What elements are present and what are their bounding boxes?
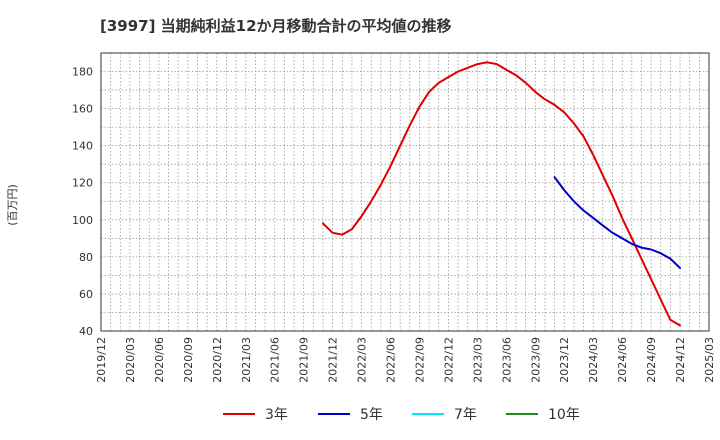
x-tick-label: 2022/06 xyxy=(385,337,398,383)
x-tick-label: 2020/06 xyxy=(153,337,166,383)
x-tick-label: 2020/09 xyxy=(182,337,195,383)
x-tick-label: 2021/03 xyxy=(240,337,253,383)
x-ticks: 2019/12 2020/03 2020/06 2020/09 2020/12 2021/… xyxy=(95,337,716,383)
x-tick-label: 2019/12 xyxy=(95,337,108,383)
legend-label: 10年 xyxy=(548,407,580,423)
y-tick-label: 60 xyxy=(79,288,93,301)
x-tick-label: 2022/03 xyxy=(356,337,369,383)
y-ticks: 40 60 80 100 120 140 160 180 xyxy=(72,66,93,338)
x-tick-label: 2025/03 xyxy=(703,337,716,383)
x-tick-label: 2023/03 xyxy=(471,337,484,383)
legend-label: 5年 xyxy=(360,407,383,423)
legend-label: 3年 xyxy=(265,407,288,423)
series-line-5年 xyxy=(553,176,681,269)
x-tick-label: 2024/12 xyxy=(674,337,687,383)
y-axis-label: (百万円) xyxy=(6,184,19,226)
x-tick-label: 2024/09 xyxy=(645,337,658,383)
x-tick-label: 2023/06 xyxy=(500,337,513,383)
x-tick-label: 2023/09 xyxy=(529,337,542,383)
y-tick-label: 100 xyxy=(72,214,93,227)
series-lines xyxy=(322,61,681,327)
x-tick-label: 2020/03 xyxy=(124,337,137,383)
y-tick-label: 40 xyxy=(79,325,93,338)
y-tick-label: 120 xyxy=(72,177,93,190)
series-line-3年 xyxy=(322,61,681,327)
x-tick-label: 2021/12 xyxy=(327,337,340,383)
x-tick-label: 2020/12 xyxy=(211,337,224,383)
y-tick-label: 160 xyxy=(72,103,93,116)
x-tick-label: 2021/06 xyxy=(269,337,282,383)
legend: 3年 5年 7年 10年 xyxy=(223,407,580,423)
y-tick-label: 80 xyxy=(79,251,93,264)
y-tick-label: 140 xyxy=(72,140,93,153)
x-tick-label: 2023/12 xyxy=(558,337,571,383)
plot-area xyxy=(101,53,709,331)
x-tick-label: 2022/12 xyxy=(442,337,455,383)
y-tick-label: 180 xyxy=(72,66,93,79)
x-tick-label: 2022/09 xyxy=(413,337,426,383)
x-tick-label: 2021/09 xyxy=(298,337,311,383)
plot-border xyxy=(100,52,710,332)
grid xyxy=(101,52,709,332)
legend-label: 7年 xyxy=(454,407,477,423)
x-tick-label: 2024/03 xyxy=(587,337,600,383)
chart-title: [3997] 当期純利益12か月移動合計の平均値の推移 xyxy=(100,17,452,35)
x-tick-label: 2024/06 xyxy=(616,337,629,383)
